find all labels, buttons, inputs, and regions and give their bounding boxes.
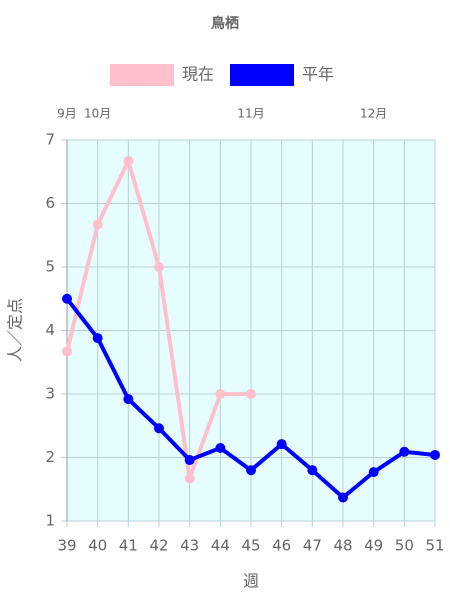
x-axis-label: 週 — [243, 572, 259, 591]
legend-label[interactable]: 現在 — [182, 65, 214, 84]
x-tick-label: 50 — [395, 537, 414, 555]
data-point — [246, 465, 256, 476]
x-tick-label: 47 — [303, 537, 322, 555]
data-point — [154, 262, 164, 272]
x-tick-label: 44 — [211, 537, 230, 555]
data-point — [123, 394, 134, 405]
y-tick-label: 6 — [45, 194, 55, 212]
data-point — [246, 389, 256, 399]
data-point — [307, 465, 318, 476]
x-tick-label: 40 — [88, 537, 107, 555]
y-tick-label: 5 — [45, 258, 55, 276]
x-tick-label: 43 — [180, 537, 199, 555]
legend-swatch[interactable] — [110, 64, 174, 86]
legend-swatch[interactable] — [230, 64, 294, 86]
data-point — [215, 442, 226, 453]
data-point — [184, 455, 195, 466]
x-tick-label: 39 — [57, 537, 76, 555]
chart-title: 鳥栖 — [211, 15, 239, 32]
top-axis-label: 9月 — [57, 107, 77, 121]
x-tick-label: 45 — [241, 537, 260, 555]
y-tick-label: 7 — [45, 131, 55, 149]
data-point — [62, 346, 72, 357]
data-point — [399, 446, 410, 457]
x-tick-label: 51 — [425, 537, 444, 555]
y-axis-label: 人／定点 — [6, 298, 25, 362]
x-tick-label: 41 — [119, 537, 138, 555]
top-axis-label: 10月 — [84, 107, 111, 121]
data-point — [92, 219, 103, 230]
legend-label[interactable]: 平年 — [302, 65, 334, 84]
y-tick-label: 2 — [45, 448, 55, 466]
y-tick-label: 4 — [45, 321, 55, 339]
y-tick-label: 1 — [45, 512, 55, 530]
data-point — [123, 155, 134, 166]
data-point — [368, 467, 379, 478]
top-axis-label: 12月 — [360, 107, 387, 121]
x-tick-label: 46 — [272, 537, 291, 555]
data-point — [184, 473, 195, 484]
x-tick-label: 48 — [333, 537, 352, 555]
data-point — [92, 333, 103, 344]
y-tick-label: 3 — [45, 385, 55, 403]
data-point — [154, 423, 164, 434]
data-point — [338, 492, 348, 503]
x-tick-label: 49 — [364, 537, 383, 555]
data-point — [430, 449, 440, 460]
top-axis-label: 11月 — [237, 107, 264, 121]
data-point — [62, 293, 72, 304]
data-point — [215, 389, 226, 399]
x-tick-label: 42 — [149, 537, 168, 555]
data-point — [276, 439, 287, 450]
